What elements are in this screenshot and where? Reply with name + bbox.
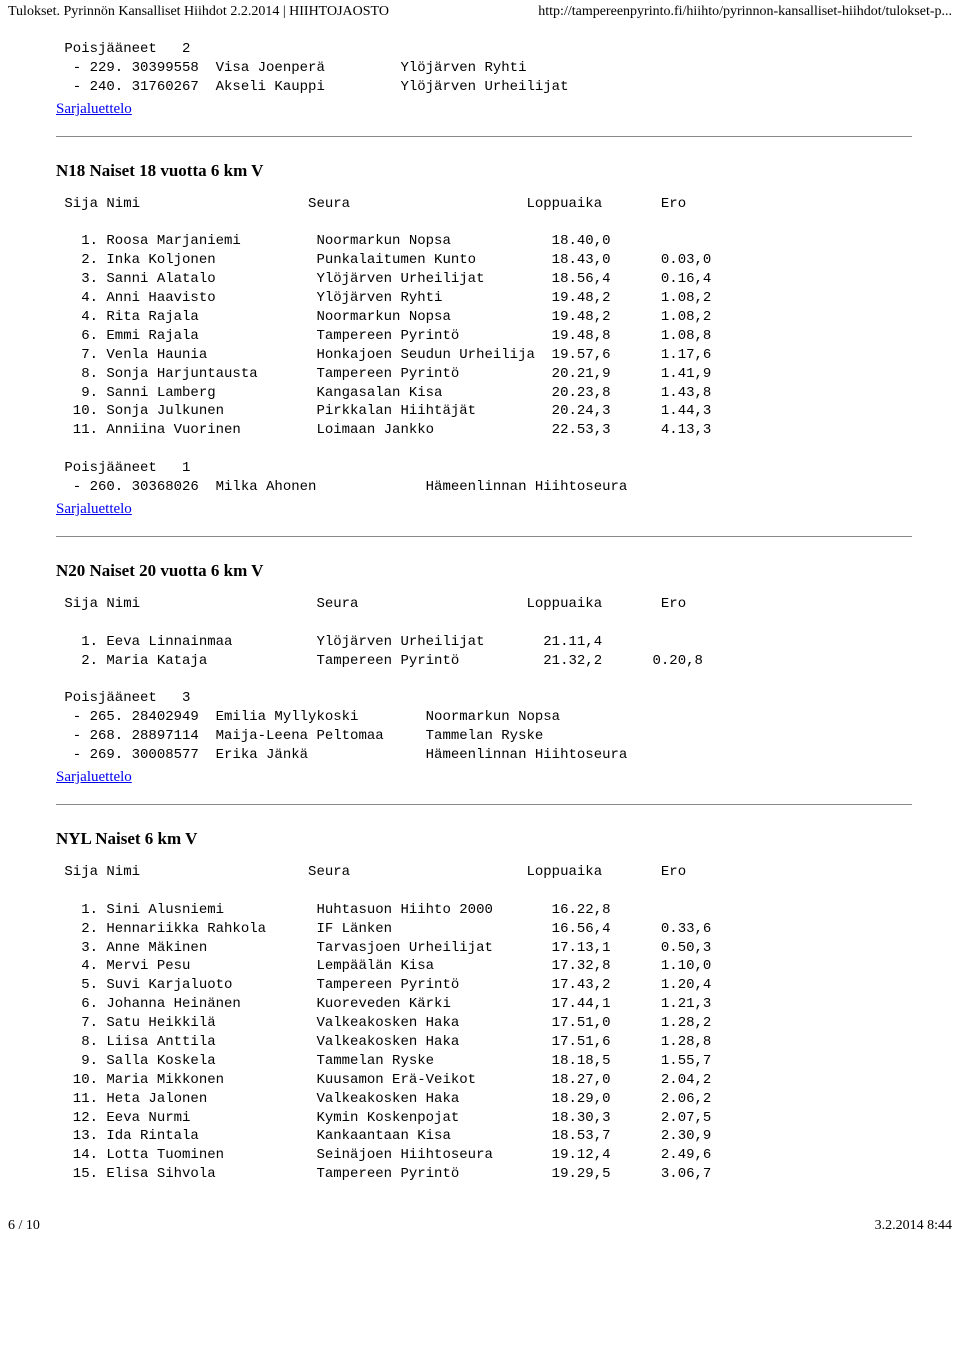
section-title-n20: N20 Naiset 20 vuotta 6 km V	[56, 561, 912, 581]
header-url: http://tampereenpyrinto.fi/hiihto/pyrinn…	[538, 4, 952, 20]
series-link-0[interactable]: Sarjaluettelo	[56, 101, 132, 117]
withdrawn-block-0: Poisjääneet 2 - 229. 30399558 Visa Joenp…	[56, 40, 912, 97]
divider	[56, 536, 912, 537]
page-header: Tulokset. Pyrinnön Kansalliset Hiihdot 2…	[0, 0, 960, 32]
results-n20: Sija Nimi Seura Loppuaika Ero 1. Eeva Li…	[56, 595, 912, 765]
page-number: 6 / 10	[8, 1218, 40, 1234]
header-title: Tulokset. Pyrinnön Kansalliset Hiihdot 2…	[8, 4, 389, 20]
results-n18: Sija Nimi Seura Loppuaika Ero 1. Roosa M…	[56, 195, 912, 497]
series-link-n20[interactable]: Sarjaluettelo	[56, 769, 132, 785]
divider	[56, 804, 912, 805]
page-footer: 6 / 10 3.2.2014 8:44	[0, 1188, 960, 1240]
results-nyl: Sija Nimi Seura Loppuaika Ero 1. Sini Al…	[56, 863, 912, 1184]
divider	[56, 136, 912, 137]
section-title-n18: N18 Naiset 18 vuotta 6 km V	[56, 161, 912, 181]
series-link-n18[interactable]: Sarjaluettelo	[56, 501, 132, 517]
section-title-nyl: NYL Naiset 6 km V	[56, 829, 912, 849]
content-area: Poisjääneet 2 - 229. 30399558 Visa Joenp…	[0, 40, 960, 1184]
page-timestamp: 3.2.2014 8:44	[875, 1218, 952, 1234]
